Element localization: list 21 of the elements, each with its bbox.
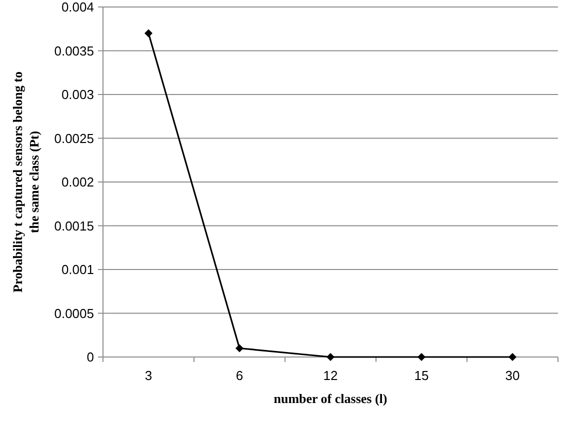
point	[418, 353, 426, 361]
x-tick-label: 12	[323, 368, 338, 383]
point	[508, 353, 516, 361]
y-tick-label: 0.0035	[54, 43, 94, 58]
x-tick-label: 30	[505, 368, 520, 383]
y-tick-label: 0.0005	[54, 306, 94, 321]
y-axis-title: Probability t captured sensors belong to the same class (Pt)	[10, 72, 42, 292]
y-tick-label: 0.001	[61, 262, 94, 278]
y-tick-label: 0.002	[61, 174, 94, 190]
x-tick-label: 6	[236, 368, 244, 383]
y-tick-label: 0.0025	[54, 130, 94, 146]
point	[326, 353, 334, 361]
y-tick-label: 0.0015	[54, 218, 94, 234]
y-tick-label: 0.004	[61, 0, 94, 15]
point	[144, 29, 152, 38]
x-tick-label: 3	[144, 368, 152, 383]
point	[236, 344, 244, 352]
y-tick-label: 0	[86, 350, 94, 365]
y-tick-label: 0.003	[61, 87, 94, 102]
x-axis-title: number of classes (l)	[274, 391, 388, 406]
x-tick-label: 15	[414, 368, 429, 383]
